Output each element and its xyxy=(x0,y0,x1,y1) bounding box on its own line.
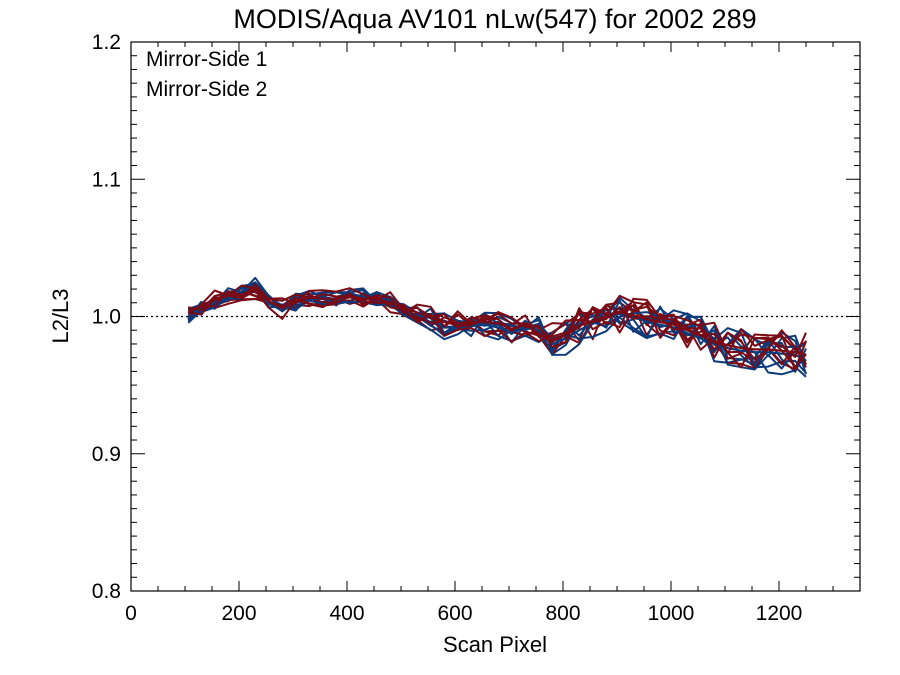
x-tick-label: 800 xyxy=(545,602,580,625)
x-tick-label: 400 xyxy=(329,602,364,625)
series-trace xyxy=(187,283,807,365)
series-group-2 xyxy=(187,283,807,372)
y-tick-label: 0.8 xyxy=(92,580,121,603)
x-axis-label: Scan Pixel xyxy=(443,632,547,657)
chart-title: MODIS/Aqua AV101 nLw(547) for 2002 289 xyxy=(233,4,756,34)
y-axis-label: L2/L3 xyxy=(48,288,73,343)
series-layer xyxy=(187,276,807,378)
series-trace xyxy=(187,284,807,358)
x-tick-label: 1000 xyxy=(648,602,695,625)
y-tick-label: 0.9 xyxy=(92,443,121,466)
series-trace xyxy=(187,286,807,372)
axis-ticks: 0 200 400 600 800 1000 1200 0.8 0.9 1.0 1.1 1.2 xyxy=(92,31,861,625)
y-tick-label: 1.1 xyxy=(92,168,121,191)
legend-label-mirror-side-2: Mirror-Side 2 xyxy=(146,78,267,101)
legend-label-mirror-side-1: Mirror-Side 1 xyxy=(146,48,267,71)
x-tick-label: 200 xyxy=(221,602,256,625)
x-tick-label: 0 xyxy=(125,602,137,625)
x-tick-label: 600 xyxy=(437,602,472,625)
y-tick-label: 1.0 xyxy=(92,306,121,329)
plot-frame xyxy=(130,41,861,592)
x-tick-label: 1200 xyxy=(756,602,803,625)
legend: Mirror-Side 1 Mirror-Side 2 xyxy=(146,48,267,101)
y-tick-label: 1.2 xyxy=(92,31,121,54)
